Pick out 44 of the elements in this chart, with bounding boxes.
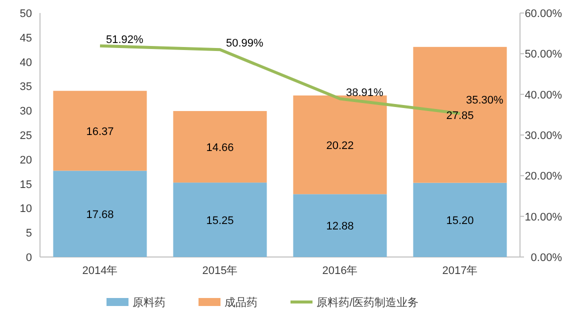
y-tick-label: 15: [20, 178, 32, 191]
y-tick-label: 50: [20, 8, 32, 20]
y2-tick-label: 10.00%: [524, 211, 562, 224]
data-label: 20.22: [326, 140, 354, 152]
data-label: 16.37: [86, 126, 114, 138]
y2-tick-label: 50.00%: [524, 48, 562, 61]
y-tick-label: 30: [20, 106, 32, 118]
x-tick-label: 2014年: [82, 265, 118, 277]
legend-label: 原料药/医药制造业务: [316, 296, 419, 309]
data-label: 12.88: [326, 220, 354, 233]
data-label: 50.99%: [226, 38, 264, 50]
bar: [413, 182, 507, 257]
x-tick-label: 2016年: [322, 265, 358, 277]
bar: [173, 111, 267, 183]
y-tick-label: 35: [20, 81, 32, 94]
data-label: 27.85: [446, 110, 474, 122]
bar: [413, 46, 507, 183]
y-tick-label: 0: [26, 252, 32, 264]
y-tick-label: 5: [26, 228, 32, 240]
y2-tick-label: 0.00%: [530, 252, 562, 264]
y-tick-label: 10: [20, 203, 32, 216]
y-tick-label: 20: [20, 154, 32, 166]
legend-label: 成品药: [224, 296, 258, 309]
data-label: 51.92%: [106, 34, 144, 46]
data-label: 14.66: [206, 142, 234, 154]
x-tick-label: 2015年: [202, 265, 238, 277]
data-label: 15.20: [446, 214, 474, 227]
data-label: 17.68: [86, 208, 114, 221]
bar: [173, 182, 267, 257]
legend-label: 原料药: [132, 296, 166, 309]
y-tick-label: 45: [20, 32, 32, 44]
y2-tick-label: 20.00%: [524, 170, 562, 183]
y2-tick-label: 30.00%: [524, 130, 562, 142]
data-label: 35.30%: [466, 94, 504, 106]
bar: [293, 95, 387, 194]
x-tick-label: 2017年: [442, 265, 478, 277]
y2-tick-label: 40.00%: [524, 89, 562, 102]
y2-tick-label: 60.00%: [524, 8, 562, 20]
bar: [293, 194, 387, 257]
y-tick-label: 40: [20, 56, 32, 69]
y-tick-label: 25: [20, 130, 32, 142]
bar: [53, 170, 147, 257]
bar: [53, 90, 147, 171]
data-label: 15.25: [206, 214, 234, 227]
